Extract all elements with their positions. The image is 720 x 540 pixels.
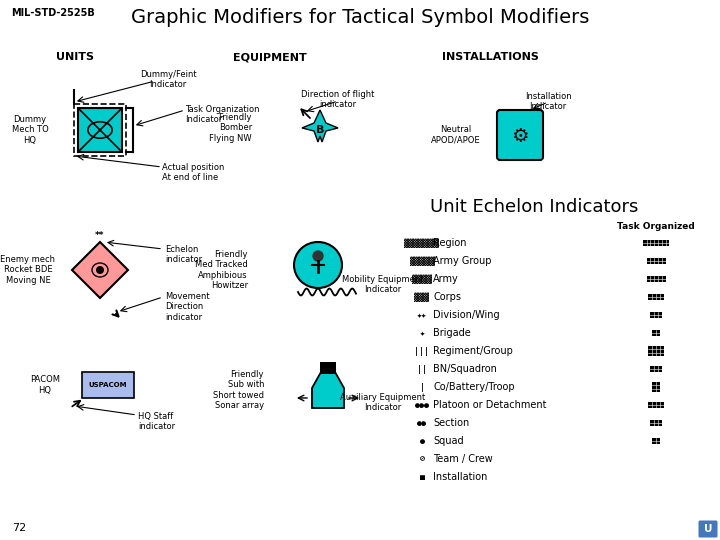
Bar bbox=[652, 330, 660, 336]
Text: Movement
Direction
indicator: Movement Direction indicator bbox=[165, 292, 210, 322]
Text: Graphic Modifiers for Tactical Symbol Modifiers: Graphic Modifiers for Tactical Symbol Mo… bbox=[131, 8, 589, 27]
Text: 72: 72 bbox=[12, 523, 26, 533]
Bar bbox=[74, 104, 126, 156]
Text: Squad: Squad bbox=[433, 436, 464, 446]
Bar bbox=[652, 382, 660, 392]
Text: Task Organized: Task Organized bbox=[617, 222, 695, 231]
Text: Direction of flight
indicator: Direction of flight indicator bbox=[301, 90, 374, 110]
Text: Auxiliary Equipment
Indicator: Auxiliary Equipment Indicator bbox=[341, 393, 426, 413]
FancyBboxPatch shape bbox=[698, 521, 718, 537]
Ellipse shape bbox=[294, 242, 342, 288]
Bar bbox=[78, 108, 122, 152]
Text: ⚙: ⚙ bbox=[511, 126, 528, 145]
Text: MIL-STD-2525B: MIL-STD-2525B bbox=[11, 8, 95, 18]
Text: HQ Staff
indicator: HQ Staff indicator bbox=[138, 412, 175, 431]
Text: Friendly
Sub with
Short towed
Sonar array: Friendly Sub with Short towed Sonar arra… bbox=[213, 370, 264, 410]
Bar bbox=[649, 402, 664, 408]
Text: Task Organization
Indicator: Task Organization Indicator bbox=[185, 105, 259, 124]
Text: Co/Battery/Troop: Co/Battery/Troop bbox=[433, 382, 515, 392]
Text: UNITS: UNITS bbox=[56, 52, 94, 62]
Polygon shape bbox=[302, 110, 338, 142]
Text: B: B bbox=[316, 125, 324, 135]
FancyBboxPatch shape bbox=[497, 110, 543, 160]
Text: Enemy mech
Rocket BDE
Moving NE: Enemy mech Rocket BDE Moving NE bbox=[1, 255, 55, 285]
Text: Regiment/Group: Regiment/Group bbox=[433, 346, 513, 356]
Text: Region: Region bbox=[433, 238, 467, 248]
Text: Installation
Indicator: Installation Indicator bbox=[525, 92, 571, 111]
Text: Echelon
indicator: Echelon indicator bbox=[165, 245, 202, 265]
Circle shape bbox=[96, 266, 104, 274]
Text: ⊘: ⊘ bbox=[420, 455, 425, 463]
Text: ●●: ●● bbox=[417, 418, 427, 428]
Text: Unit Echelon Indicators: Unit Echelon Indicators bbox=[430, 198, 639, 216]
Text: Installation: Installation bbox=[433, 472, 487, 482]
Text: Actual position
At end of line: Actual position At end of line bbox=[162, 163, 225, 183]
Text: Neutral
APOD/APOE: Neutral APOD/APOE bbox=[431, 125, 481, 145]
Text: U: U bbox=[703, 524, 712, 534]
Bar bbox=[649, 294, 664, 300]
Text: PACOM
HQ: PACOM HQ bbox=[30, 375, 60, 395]
Text: BN/Squadron: BN/Squadron bbox=[433, 364, 497, 374]
Text: Friendly
Med Tracked
Amphibious
Howitzer: Friendly Med Tracked Amphibious Howitzer bbox=[195, 250, 248, 290]
Text: |||: ||| bbox=[415, 347, 430, 355]
Bar bbox=[649, 346, 664, 356]
Bar bbox=[647, 258, 665, 264]
Bar bbox=[652, 438, 660, 444]
Text: Army Group: Army Group bbox=[433, 256, 492, 266]
Text: Brigade: Brigade bbox=[433, 328, 471, 338]
Text: ▓▓▓: ▓▓▓ bbox=[415, 292, 430, 302]
Ellipse shape bbox=[92, 263, 108, 277]
Bar bbox=[643, 240, 670, 246]
Text: ✦: ✦ bbox=[420, 328, 425, 338]
Bar bbox=[320, 362, 336, 374]
Text: Army: Army bbox=[433, 274, 459, 284]
Text: ▓▓▓▓: ▓▓▓▓ bbox=[412, 274, 432, 284]
Bar bbox=[650, 420, 662, 426]
Text: Platoon or Detachment: Platoon or Detachment bbox=[433, 400, 546, 410]
Polygon shape bbox=[72, 242, 128, 298]
Bar bbox=[82, 372, 134, 398]
Text: Friendly
Bomber
Flying NW: Friendly Bomber Flying NW bbox=[210, 113, 252, 143]
Bar bbox=[650, 366, 662, 372]
Text: Dummy/Feint
Indicator: Dummy/Feint Indicator bbox=[140, 70, 197, 90]
Text: ||: || bbox=[417, 364, 427, 374]
Text: Corps: Corps bbox=[433, 292, 461, 302]
Text: Dummy
Mech TO
HQ: Dummy Mech TO HQ bbox=[12, 115, 48, 145]
Text: EQUIPMENT: EQUIPMENT bbox=[233, 52, 307, 62]
Text: Section: Section bbox=[433, 418, 469, 428]
Text: ■: ■ bbox=[420, 472, 425, 482]
Bar bbox=[650, 312, 662, 318]
Text: INSTALLATIONS: INSTALLATIONS bbox=[441, 52, 539, 62]
Text: ▓▓▓▓▓▓▓: ▓▓▓▓▓▓▓ bbox=[405, 238, 439, 248]
Text: ✦✦: ✦✦ bbox=[417, 310, 427, 320]
Bar bbox=[647, 276, 665, 282]
Text: Team / Crew: Team / Crew bbox=[433, 454, 492, 464]
Text: ●: ● bbox=[420, 436, 425, 446]
Text: Division/Wing: Division/Wing bbox=[433, 310, 500, 320]
Polygon shape bbox=[312, 372, 344, 408]
Text: ▓▓▓▓▓: ▓▓▓▓▓ bbox=[410, 256, 434, 266]
Text: USPACOM: USPACOM bbox=[89, 382, 127, 388]
Text: **: ** bbox=[95, 231, 104, 240]
Text: ●●●: ●●● bbox=[415, 401, 430, 409]
Circle shape bbox=[313, 251, 323, 261]
Text: |: | bbox=[420, 382, 425, 392]
Text: Mobility Equipment
Indicator: Mobility Equipment Indicator bbox=[342, 275, 424, 294]
